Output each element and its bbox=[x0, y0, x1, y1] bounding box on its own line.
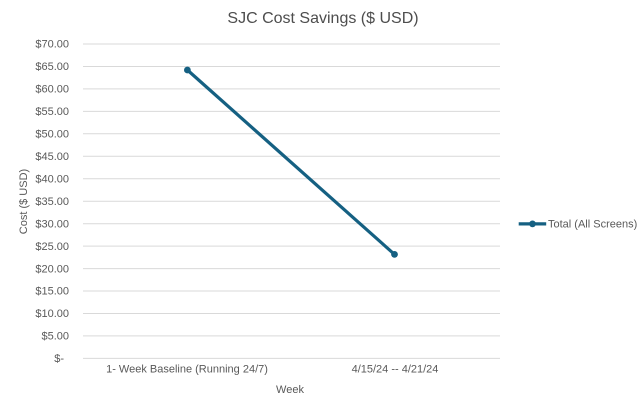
svg-text:$-: $- bbox=[54, 353, 64, 365]
svg-text:$5.00: $5.00 bbox=[41, 331, 69, 343]
svg-text:1- Week Baseline (Running 24/7: 1- Week Baseline (Running 24/7) bbox=[106, 364, 268, 376]
svg-text:Cost ($ USD): Cost ($ USD) bbox=[18, 169, 30, 234]
svg-text:$70.00: $70.00 bbox=[35, 39, 69, 51]
svg-text:$25.00: $25.00 bbox=[35, 241, 69, 253]
svg-text:$65.00: $65.00 bbox=[35, 61, 69, 73]
svg-text:Week: Week bbox=[276, 384, 304, 396]
svg-text:$60.00: $60.00 bbox=[35, 84, 69, 96]
svg-text:$55.00: $55.00 bbox=[35, 106, 69, 118]
svg-text:Total (All Screens): Total (All Screens) bbox=[548, 219, 637, 231]
svg-text:$30.00: $30.00 bbox=[35, 218, 69, 230]
svg-text:$40.00: $40.00 bbox=[35, 173, 69, 185]
svg-text:$10.00: $10.00 bbox=[35, 308, 69, 320]
svg-text:$50.00: $50.00 bbox=[35, 129, 69, 141]
svg-text:$20.00: $20.00 bbox=[35, 263, 69, 275]
svg-text:$35.00: $35.00 bbox=[35, 196, 69, 208]
svg-text:$45.00: $45.00 bbox=[35, 151, 69, 163]
svg-text:4/15/24 -- 4/21/24: 4/15/24 -- 4/21/24 bbox=[352, 364, 439, 376]
svg-text:$15.00: $15.00 bbox=[35, 286, 69, 298]
svg-text:SJC Cost Savings ($ USD): SJC Cost Savings ($ USD) bbox=[227, 10, 418, 27]
